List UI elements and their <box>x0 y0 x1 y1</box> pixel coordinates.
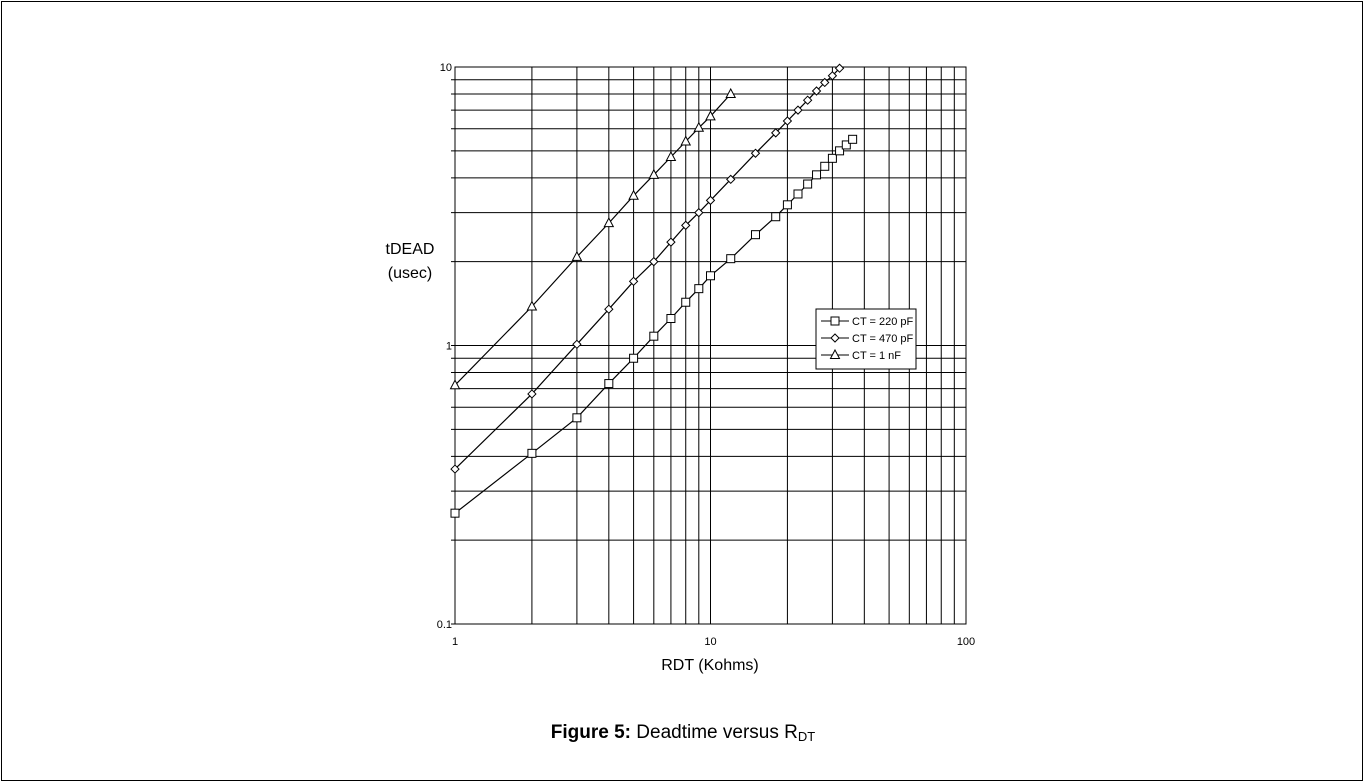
data-point <box>571 250 583 261</box>
series-line <box>454 93 732 386</box>
data-point <box>527 389 537 399</box>
legend-marker <box>830 316 840 326</box>
data-point <box>628 189 639 200</box>
data-point <box>604 379 614 389</box>
data-point <box>665 150 677 162</box>
data-point <box>681 220 691 231</box>
data-point <box>628 276 639 287</box>
legend-marker <box>829 348 841 359</box>
data-point <box>666 314 676 324</box>
data-point <box>680 135 692 146</box>
data-point <box>666 237 676 247</box>
data-point <box>629 353 639 363</box>
data-point <box>820 161 830 171</box>
data-point <box>782 116 793 126</box>
data-point <box>648 168 660 179</box>
chart-legend: CT = 220 pF CT = 470 pF CT = 1 nF <box>815 308 917 370</box>
x-axis-label: RDT (Kohms) <box>661 657 759 674</box>
data-point <box>450 508 460 518</box>
legend-marker <box>830 333 840 343</box>
data-point <box>604 304 614 314</box>
data-point <box>526 300 538 311</box>
figure-caption: Figure 5: Deadtime versus RDT <box>0 722 1366 744</box>
x-tick-label: 100 <box>957 636 975 648</box>
data-point <box>450 464 460 474</box>
x-tick-label: 1 <box>452 636 458 648</box>
data-point <box>802 95 813 105</box>
data-point <box>803 179 813 189</box>
data-point <box>726 254 736 264</box>
data-point <box>706 271 715 281</box>
data-point <box>649 331 659 341</box>
series-triangle <box>449 87 737 390</box>
series-diamond <box>450 63 845 474</box>
data-point <box>793 105 803 115</box>
data-point <box>705 195 716 206</box>
data-point <box>771 212 781 222</box>
data-point <box>782 200 792 210</box>
data-point <box>694 284 704 294</box>
data-point <box>693 121 705 132</box>
data-point <box>725 87 737 98</box>
data-point <box>750 148 761 158</box>
data-point <box>649 256 659 267</box>
caption-label: Figure 5: <box>550 722 632 743</box>
plot-area-border <box>454 66 967 625</box>
data-point <box>834 63 845 73</box>
data-point <box>848 134 858 144</box>
caption-subscript: DT <box>797 729 816 744</box>
y-tick-label: 1 <box>446 341 452 353</box>
y-tick-label: 10 <box>440 62 452 74</box>
y-axis-label-line2: (usec) <box>388 265 432 282</box>
data-point <box>811 86 822 96</box>
data-point <box>572 339 582 350</box>
data-point <box>771 128 781 138</box>
data-point <box>812 170 822 180</box>
caption-text: Deadtime versus R <box>636 722 798 743</box>
data-point <box>726 174 736 185</box>
data-point <box>827 153 837 163</box>
data-point <box>449 379 461 390</box>
data-point <box>572 413 582 423</box>
data-point <box>750 230 760 240</box>
series-layer <box>449 63 858 518</box>
y-axis-label-line1: tDEAD <box>386 241 435 258</box>
data-point <box>694 207 704 218</box>
y-tick-label: 0.1 <box>437 619 452 631</box>
data-point <box>527 448 537 458</box>
series-square <box>450 134 858 518</box>
x-tick-label: 10 <box>704 636 716 648</box>
data-point <box>827 71 838 81</box>
data-point <box>705 110 716 121</box>
legend-label: CT = 220 pF <box>852 316 914 328</box>
data-point <box>835 146 845 156</box>
data-point <box>793 189 803 199</box>
data-point <box>841 140 851 150</box>
data-point <box>681 297 691 307</box>
data-point <box>820 77 830 88</box>
legend-label: CT = 1 nF <box>852 350 901 362</box>
data-point <box>603 217 615 228</box>
legend-label: CT = 470 pF <box>852 333 914 345</box>
